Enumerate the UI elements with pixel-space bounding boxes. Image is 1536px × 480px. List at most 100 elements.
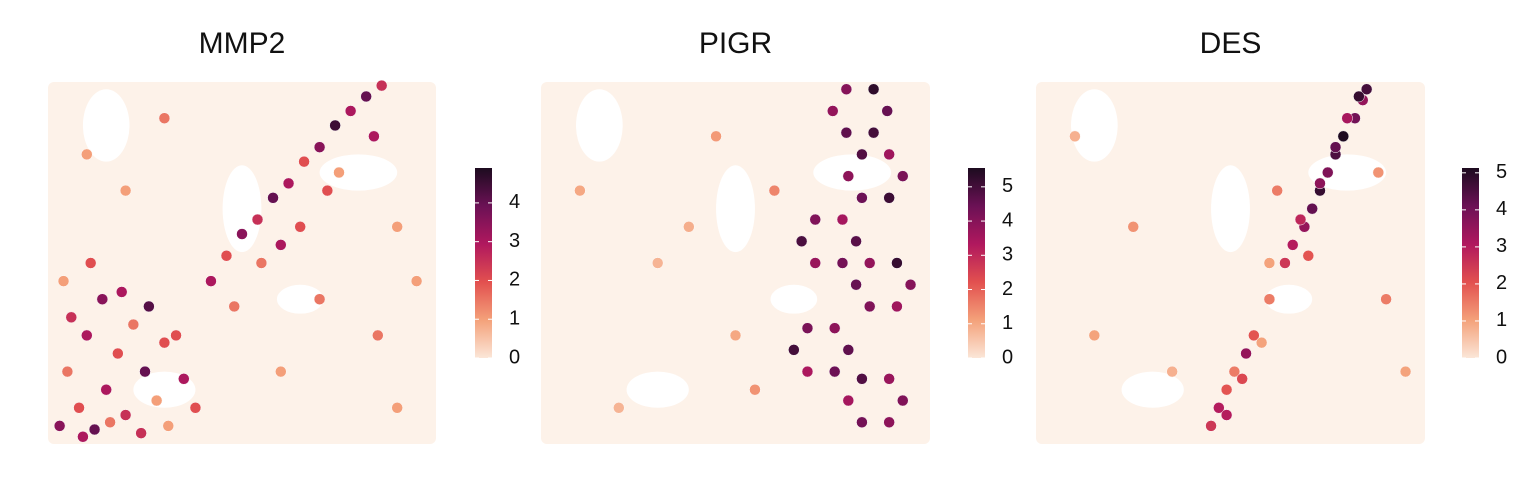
cell <box>267 192 279 204</box>
cell <box>298 155 310 168</box>
tissue-gap <box>276 284 324 314</box>
colorbar-tick-label: 5 <box>1002 175 1013 197</box>
colorbar-tick-label: 5 <box>1496 161 1507 183</box>
cell <box>809 257 821 269</box>
cell <box>840 126 853 139</box>
tissue-gap <box>576 89 623 162</box>
cell <box>119 409 132 421</box>
cell <box>255 257 268 269</box>
colorbar-tick-label: 2 <box>1002 278 1013 300</box>
cell <box>867 83 880 95</box>
cell <box>220 250 233 262</box>
cell <box>1271 184 1283 197</box>
tissue-gap <box>1121 371 1184 408</box>
cell <box>856 148 868 161</box>
cell <box>333 166 345 179</box>
cell <box>100 383 112 396</box>
cell <box>313 293 326 305</box>
cell <box>883 416 895 429</box>
cell <box>1329 141 1342 153</box>
cell <box>842 170 855 182</box>
cell <box>112 347 124 360</box>
cell <box>1248 329 1260 342</box>
cell <box>372 329 384 342</box>
cell <box>1279 257 1291 269</box>
cell <box>1220 409 1233 421</box>
cell <box>135 427 147 439</box>
colorbar-tick-label: 3 <box>1002 244 1013 266</box>
cell <box>856 373 868 385</box>
cell <box>391 221 403 233</box>
cell <box>375 79 388 92</box>
cell <box>1166 365 1178 378</box>
cell <box>850 278 862 291</box>
cell <box>801 365 814 378</box>
cell <box>897 394 909 407</box>
cell <box>1263 257 1276 269</box>
cell <box>88 423 101 436</box>
cell <box>883 192 895 204</box>
cell <box>178 373 190 385</box>
cell <box>883 373 895 385</box>
cell <box>867 126 880 139</box>
tissue-gap <box>1211 165 1250 253</box>
cell <box>205 275 217 287</box>
colorbar-tick-label: 0 <box>1496 346 1507 368</box>
cell <box>1302 250 1315 262</box>
colorbar <box>475 168 492 358</box>
cell <box>836 213 849 226</box>
cell <box>1220 383 1233 396</box>
cell <box>683 221 695 233</box>
cell <box>1205 420 1217 432</box>
cell <box>883 148 895 161</box>
cell <box>53 420 66 432</box>
cell <box>150 394 163 407</box>
cell <box>840 83 853 95</box>
cell <box>1286 239 1299 251</box>
cell <box>856 192 868 204</box>
cell <box>1069 130 1081 143</box>
colorbar-tick-label: 2 <box>509 269 520 291</box>
cell <box>1372 166 1385 179</box>
cell <box>1236 373 1248 385</box>
tissue-gap <box>1308 154 1387 191</box>
cell <box>57 275 70 287</box>
cell <box>294 221 306 233</box>
cell <box>863 300 876 313</box>
cell <box>73 402 85 414</box>
cell <box>143 300 155 313</box>
cell <box>842 394 855 407</box>
cell <box>574 184 586 197</box>
cell <box>236 228 248 240</box>
cell <box>749 383 761 396</box>
cell <box>1213 402 1225 414</box>
colorbar-tick-label: 1 <box>1496 309 1507 331</box>
cell <box>836 257 849 269</box>
cell <box>1337 130 1350 143</box>
cell <box>1228 365 1241 378</box>
tissue-gap <box>319 154 398 191</box>
cell <box>1341 112 1353 124</box>
cell <box>344 105 357 117</box>
cell <box>1322 166 1334 179</box>
cell <box>1088 329 1101 342</box>
colorbar-tick-label: 0 <box>509 346 520 368</box>
cell <box>1353 90 1365 103</box>
cell <box>613 402 625 414</box>
chart-title: PIGR <box>699 27 772 60</box>
cell <box>904 278 917 291</box>
colorbar-tick-label: 3 <box>1496 235 1507 257</box>
cell <box>1240 347 1252 360</box>
cell <box>828 322 841 334</box>
cell <box>1306 202 1318 215</box>
cell <box>127 318 140 331</box>
cell <box>795 235 808 248</box>
cell <box>282 177 295 190</box>
cell <box>119 184 132 197</box>
cell <box>170 329 182 342</box>
cell <box>81 148 93 161</box>
cell <box>801 322 814 334</box>
cell <box>863 257 876 269</box>
cell <box>827 105 839 117</box>
